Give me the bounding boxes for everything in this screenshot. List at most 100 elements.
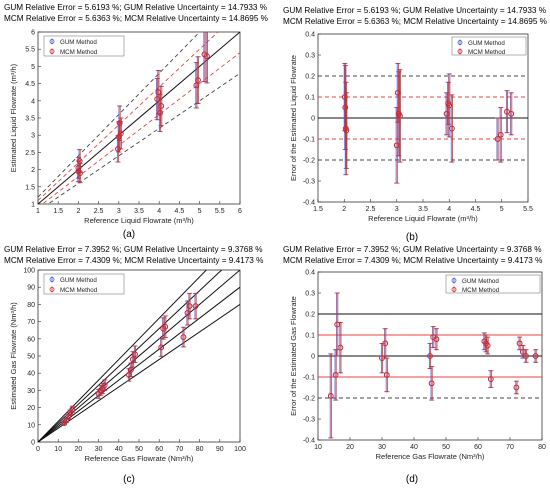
data-point xyxy=(116,120,123,127)
y-tick-label: 3 xyxy=(31,133,35,140)
y-tick-label: 0.3 xyxy=(305,291,315,298)
x-tick-label: 10 xyxy=(314,444,322,451)
y-tick-label: 5 xyxy=(31,64,35,71)
legend-label: GUM Method xyxy=(468,40,505,47)
x-tick-label: 90 xyxy=(216,446,224,453)
x-tick-label: 5 xyxy=(500,206,504,213)
x-tick-label: 6 xyxy=(238,208,242,215)
x-tick-label: 20 xyxy=(346,444,354,451)
y-tick-label: -0.2 xyxy=(303,396,315,403)
y-tick-label: 60 xyxy=(27,336,35,343)
x-tick-label: 80 xyxy=(538,444,546,451)
x-tick-label: 1.5 xyxy=(313,206,323,213)
plot-d: 10 20 30 40 50 60 70 80 -0.4 -0.3 -0.2 -0.1 0 0.1 0.2 0… xyxy=(289,270,546,462)
x-tick-label: 30 xyxy=(95,446,103,453)
panel-b-header-line1: GUM Relative Error = 5.6193 %; GUM Relat… xyxy=(283,6,546,15)
reference-line xyxy=(38,303,240,442)
x-tick-label: 2.5 xyxy=(366,206,376,213)
x-tick-label: 5.5 xyxy=(215,208,225,215)
plot-c: 0 10 20 30 40 50 60 70 80 90 100 0 10 20 30 40 50 60 70 80 9… xyxy=(9,268,246,464)
x-tick-label: 3.5 xyxy=(134,208,144,215)
y-tick-label: 5.5 xyxy=(25,47,35,54)
panel-a-header-line2: MCM Relative Error = 5.6363 %; MCM Relat… xyxy=(4,14,268,23)
data-point xyxy=(379,355,385,361)
y-tick-label: -0.4 xyxy=(303,200,315,207)
legend-marker xyxy=(451,287,457,292)
y-tick-label: 3.5 xyxy=(25,116,35,123)
legend: GUM Method MCM Method xyxy=(43,35,125,57)
reference-line xyxy=(38,286,240,442)
y-tick-label: 0 xyxy=(31,440,35,447)
x-tick-label: 1 xyxy=(36,208,40,215)
data-point xyxy=(117,130,124,137)
data-point xyxy=(394,89,401,96)
data-point xyxy=(519,348,526,355)
panel-d: GUM Relative Error = 7.3952 %; GUM Relat… xyxy=(283,245,546,485)
data-point xyxy=(342,104,349,111)
y-tick-label: -0.1 xyxy=(303,137,315,144)
data-point xyxy=(126,372,132,378)
x-tick-label: 20 xyxy=(75,446,83,453)
panel-c-letter: (c) xyxy=(123,474,135,485)
legend-label: MCM Method xyxy=(60,287,98,294)
panel-a-letter: (a) xyxy=(123,229,135,240)
x-tick-label: 4.5 xyxy=(471,206,481,213)
data-point xyxy=(337,344,344,351)
data-point xyxy=(69,406,76,413)
data-point xyxy=(334,321,341,328)
x-tick-label: 60 xyxy=(474,444,482,451)
data-point xyxy=(162,323,169,330)
y-tick-label: 4 xyxy=(31,98,35,105)
x-tick-label: 1.5 xyxy=(53,208,63,215)
y-tick-label: -0.1 xyxy=(303,375,315,382)
x-tick-label: 50 xyxy=(135,446,143,453)
legend-box xyxy=(43,35,125,57)
data-point xyxy=(157,109,163,116)
y-tick-label: 2 xyxy=(31,167,35,174)
legend-marker xyxy=(457,40,463,45)
legend: GUM Method MCM Method xyxy=(43,273,125,295)
x-tick-label: 3 xyxy=(117,208,121,215)
y-tick-label: 0.1 xyxy=(305,95,315,102)
plot-a: 1 1.5 2 2.5 3 3.5 4 4.5 5 5.5 6 1 1.5 2 2.5 3 3.5 4 4.5 5 5.… xyxy=(9,30,242,226)
x-axis-label: Reference Gas Flowrate (Nm³/h) xyxy=(376,452,485,461)
legend-label: MCM Method xyxy=(60,49,98,56)
data-point xyxy=(383,372,390,378)
data-point xyxy=(128,366,134,373)
legend-label: GUM Method xyxy=(60,277,97,284)
x-tick-label: 70 xyxy=(176,446,184,453)
x-tick-label: 30 xyxy=(378,444,386,451)
y-tick-label: 90 xyxy=(27,285,35,292)
x-tick-label: 2 xyxy=(342,206,346,213)
y-axis-label: Error of the Estimated Liquid Flowrate xyxy=(289,55,298,181)
y-tick-label: 4.5 xyxy=(25,81,35,88)
data-point xyxy=(327,393,334,399)
data-point xyxy=(516,340,523,347)
data-point xyxy=(75,165,82,171)
data-point xyxy=(193,82,200,89)
legend: GUM Method MCM Method xyxy=(451,36,527,56)
legend-marker xyxy=(49,39,55,44)
data-point xyxy=(132,351,138,358)
data-point xyxy=(494,136,501,142)
data-point xyxy=(76,158,83,164)
y-tick-label: 50 xyxy=(27,354,35,361)
data-points xyxy=(61,292,199,426)
legend-label: MCM Method xyxy=(468,49,506,56)
panel-d-letter: (d) xyxy=(406,474,418,485)
data-points xyxy=(75,32,210,184)
y-axis-label: Error of the Estimated Gas Flowrate xyxy=(289,296,298,416)
reference-lines xyxy=(318,75,528,161)
data-point xyxy=(75,168,82,175)
legend-marker xyxy=(451,278,457,283)
data-point xyxy=(77,170,83,176)
x-tick-label: 60 xyxy=(155,446,163,453)
y-tick-label: 6 xyxy=(31,30,35,37)
y-tick-label: -0.2 xyxy=(303,158,315,165)
panel-c-header-line2: MCM Relative Error = 7.4309 %; MCM Relat… xyxy=(4,256,263,265)
data-point xyxy=(180,334,187,340)
data-point xyxy=(532,353,539,359)
data-point xyxy=(443,110,450,117)
data-point xyxy=(513,384,520,391)
